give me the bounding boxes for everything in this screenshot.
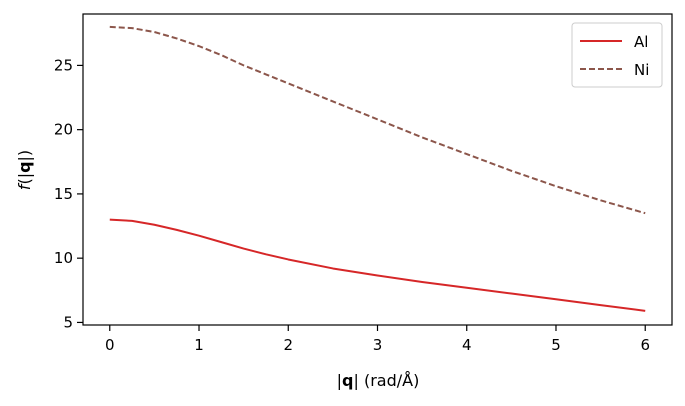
- series-line-al: [109, 218, 646, 312]
- x-tick-label: 3: [373, 336, 383, 354]
- y-tick-label: 5: [63, 313, 73, 331]
- x-tick-label: 6: [640, 336, 650, 354]
- y-tick-label: 10: [54, 249, 73, 267]
- x-tick-label: 2: [283, 336, 293, 354]
- x-tick-label: 4: [462, 336, 472, 354]
- y-tick-label: 20: [54, 121, 73, 139]
- series-layer: [109, 25, 646, 312]
- x-axis-label: |q| (rad/Å): [337, 371, 420, 390]
- x-tick-label: 5: [551, 336, 561, 354]
- x-tick-label: 0: [105, 336, 115, 354]
- y-tick-label: 25: [54, 56, 73, 74]
- legend: Al Ni: [571, 22, 663, 88]
- y-axis-label: f(|q|): [15, 150, 34, 190]
- x-tick-label: 1: [194, 336, 204, 354]
- y-tick-label: 15: [54, 185, 73, 203]
- series-line-ni: [109, 25, 646, 215]
- x-axis: 0 1 2 3 4 5 6: [105, 325, 650, 354]
- y-axis: 5 10 15 20 25: [54, 56, 83, 331]
- legend-label-ni: Ni: [634, 61, 649, 79]
- legend-box: [571, 22, 663, 88]
- legend-label-al: Al: [634, 33, 648, 51]
